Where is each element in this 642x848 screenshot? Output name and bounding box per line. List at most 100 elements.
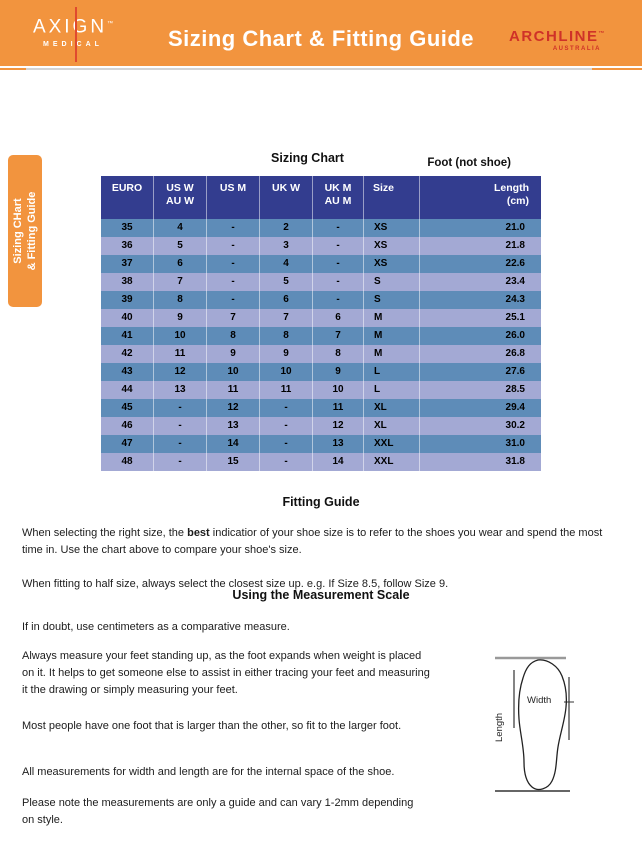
table-row: 48-15-14 XXL 31.8: [101, 453, 541, 471]
table-row: 47-14-13 XXL 31.0: [101, 435, 541, 453]
page-title: Sizing Chart & Fitting Guide: [167, 26, 475, 51]
table-row: 46-13-12 XL 30.2: [101, 417, 541, 435]
cell: 21.8: [419, 237, 541, 255]
cell: 7: [312, 327, 364, 345]
width-label: Width: [527, 695, 552, 706]
foot-measurement-diagram: Width Length: [488, 650, 600, 795]
cell: 13: [312, 435, 364, 453]
cell: 8: [312, 345, 364, 363]
archline-trademark: ™: [598, 31, 605, 37]
cell: 25.1: [419, 309, 541, 327]
foot-outline: [517, 659, 568, 791]
cell: 12: [312, 417, 364, 435]
cell: XL: [363, 417, 420, 435]
cell: XS: [363, 219, 420, 237]
cell: 11: [153, 345, 207, 363]
cell: 37: [101, 255, 154, 273]
table-row: 41 10 8 8 7 M 26.0: [101, 327, 541, 345]
cell: 44: [101, 381, 154, 399]
cell: -: [259, 417, 313, 435]
cell: 41: [101, 327, 154, 345]
side-tab-label: Sizing CHart & Fitting Guide: [8, 155, 42, 307]
cell: 47: [101, 435, 154, 453]
fitting-guide-paragraph-2: When fitting to half size, always select…: [22, 578, 449, 590]
cell: -: [206, 273, 260, 291]
cell: 11: [259, 381, 313, 399]
cell: XXL: [363, 453, 420, 471]
cell: 21.0: [419, 219, 541, 237]
measurement-paragraph-3: Most people have one foot that is larger…: [22, 720, 402, 732]
cell: 7: [259, 309, 313, 327]
cell: 22.6: [419, 255, 541, 273]
axign-logo-name: AXIGN™: [30, 13, 116, 38]
table-row: 40 9 7 7 6 M 25.1: [101, 309, 541, 327]
cell: 14: [312, 453, 364, 471]
cell: 48: [101, 453, 154, 471]
side-tab-line2: & Fitting Guide: [26, 191, 38, 271]
cell: 43: [101, 363, 154, 381]
measurement-paragraph-1: If in doubt, use centimeters as a compar…: [22, 621, 290, 633]
cell: 4: [153, 219, 207, 237]
cell: 27.6: [419, 363, 541, 381]
cell: 9: [206, 345, 260, 363]
cell: 9: [312, 363, 364, 381]
table-row: 45-12-11 XL 29.4: [101, 399, 541, 417]
table-row: 43 12 10 10 9 L 27.6: [101, 363, 541, 381]
fitting-guide-heading: Fitting Guide: [282, 495, 360, 509]
size-table-body: 35 4-2- XS 21.0 36 5-3- XS 21.8 37 6-4- XS 22.6 38 7-…: [101, 219, 541, 471]
cell: 9: [259, 345, 313, 363]
cell: L: [363, 381, 420, 399]
column-header: EURO: [101, 176, 154, 219]
cell: 40: [101, 309, 154, 327]
archline-logo-subtext: AUSTRALIA: [552, 46, 601, 52]
cell: XS: [363, 237, 420, 255]
cell: 5: [153, 237, 207, 255]
cell: 10: [259, 363, 313, 381]
archline-logo-text: ARCHLINE: [509, 28, 599, 45]
cell: 36: [101, 237, 154, 255]
axign-logo-subtext: MEDICAL: [43, 41, 103, 49]
cell: 10: [206, 363, 260, 381]
cell: -: [259, 399, 313, 417]
cell: 38: [101, 273, 154, 291]
archline-logo-name: ARCHLINE™: [509, 26, 609, 45]
foot-outline-drawing: [495, 656, 574, 792]
cell: -: [312, 237, 364, 255]
cell: 9: [153, 309, 207, 327]
column-header: Length (cm): [419, 176, 541, 219]
column-header: US M: [206, 176, 260, 219]
size-table-header-row: EURO US W AU W US M UK W UK M AU M Size Length…: [101, 176, 541, 219]
cell: 46: [101, 417, 154, 435]
cell: 42: [101, 345, 154, 363]
table-row: 39 8-6- S 24.3: [101, 291, 541, 309]
cell: 6: [312, 309, 364, 327]
sizing-chart-table: EURO US W AU W US M UK W UK M AU M Size Length…: [101, 176, 541, 471]
cell: -: [312, 273, 364, 291]
paragraph-text: When selecting the right size, the: [22, 527, 188, 539]
column-header: US W AU W: [153, 176, 207, 219]
cell: 8: [259, 327, 313, 345]
measurement-scale-heading: Using the Measurement Scale: [232, 588, 410, 602]
cell: -: [153, 453, 207, 471]
cell: -: [206, 255, 260, 273]
paragraph-text: indicatior of your shoe size is to refer…: [22, 527, 603, 556]
cell: 24.3: [419, 291, 541, 309]
length-label: Length: [494, 712, 505, 742]
cell: -: [153, 399, 207, 417]
axign-logo-accent-line: [75, 7, 77, 62]
column-header: UK W: [259, 176, 313, 219]
cell: 8: [153, 291, 207, 309]
cell: 35: [101, 219, 154, 237]
measurement-paragraph-2: Always measure your feet standing up, as…: [22, 650, 430, 696]
cell: 13: [153, 381, 207, 399]
cell: 26.8: [419, 345, 541, 363]
paragraph-bold-text: best: [187, 527, 210, 539]
cell: L: [363, 363, 420, 381]
cell: 13: [206, 417, 260, 435]
measurement-paragraph-5: Please note the measurements are only a …: [22, 797, 414, 826]
cell: -: [206, 291, 260, 309]
cell: M: [363, 327, 420, 345]
cell: 31.8: [419, 453, 541, 471]
header-divider-line: [0, 68, 642, 70]
cell: 29.4: [419, 399, 541, 417]
